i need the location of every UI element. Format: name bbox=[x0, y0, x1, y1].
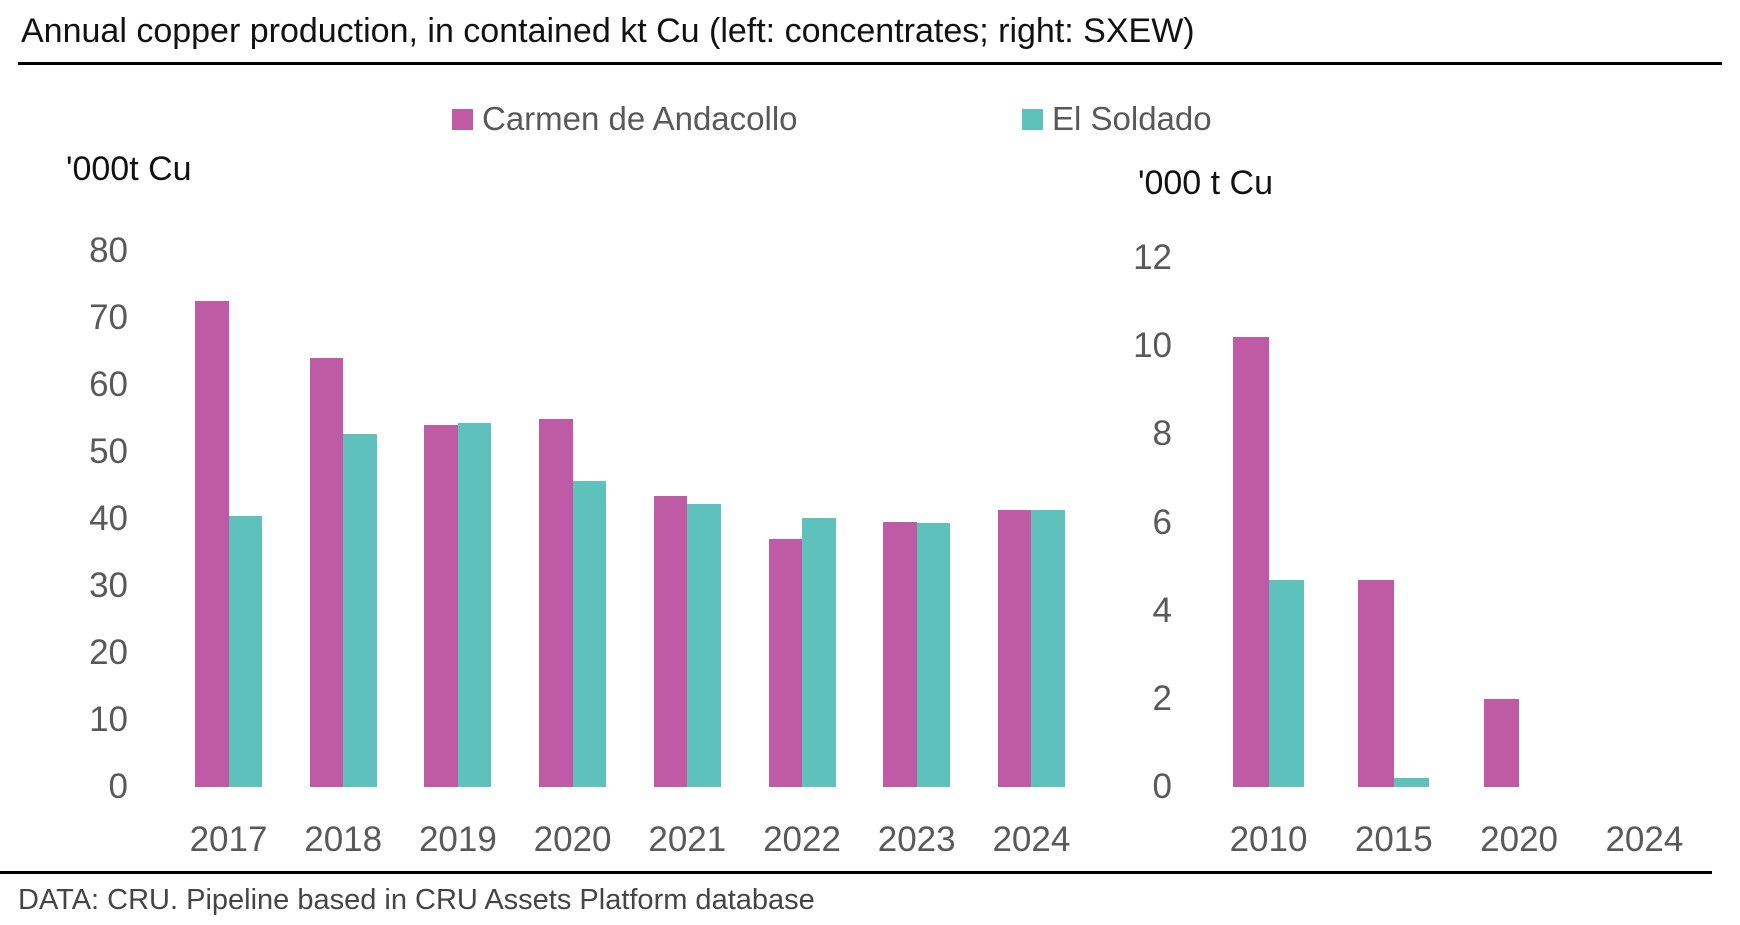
y-tick-label-concentrates-0: 0 bbox=[108, 767, 128, 806]
footer-divider-line bbox=[0, 871, 1712, 874]
x-tick-label-sxew-2020: 2020 bbox=[1480, 820, 1559, 859]
y-tick-label-sxew-0: 0 bbox=[1152, 767, 1172, 806]
left-y-axis-title: '000t Cu bbox=[66, 150, 192, 188]
y-tick-label-concentrates-10: 10 bbox=[89, 700, 128, 739]
bar-concentrates-2022-carmen bbox=[768, 539, 802, 787]
x-tick-label-concentrates-2022: 2022 bbox=[763, 820, 841, 859]
bar-concentrates-2024-carmen bbox=[997, 509, 1032, 787]
bar-concentrates-2023-carmen bbox=[883, 522, 917, 787]
y-tick-label-concentrates-50: 50 bbox=[89, 432, 128, 471]
bar-sxew-2015-carmen bbox=[1358, 579, 1394, 787]
bar-concentrates-2022-soldado bbox=[802, 517, 836, 787]
bar-concentrates-2019-soldado bbox=[457, 423, 492, 787]
y-tick-label-concentrates-30: 30 bbox=[89, 566, 128, 605]
legend-item-el-soldado: El Soldado bbox=[1022, 98, 1212, 140]
x-tick-label-concentrates-2021: 2021 bbox=[648, 820, 727, 859]
bar-concentrates-2020-carmen bbox=[539, 418, 573, 787]
bar-sxew-2010-soldado bbox=[1268, 579, 1304, 787]
legend-swatch-teal bbox=[1022, 108, 1043, 130]
x-tick-label-concentrates-2020: 2020 bbox=[533, 820, 612, 859]
legend-label-carmen-de-andacollo: Carmen de Andacollo bbox=[482, 100, 798, 137]
y-tick-label-sxew-10: 10 bbox=[1133, 326, 1172, 366]
y-tick-label-concentrates-20: 20 bbox=[89, 633, 128, 672]
x-tick-label-sxew-2015: 2015 bbox=[1354, 820, 1433, 859]
chart-title: Annual copper production, in contained k… bbox=[21, 12, 1195, 50]
x-tick-label-concentrates-2024: 2024 bbox=[992, 820, 1071, 859]
y-tick-label-sxew-8: 8 bbox=[1152, 414, 1172, 454]
bar-concentrates-2021-carmen bbox=[653, 495, 688, 787]
bar-concentrates-2017-carmen bbox=[195, 301, 229, 787]
bar-concentrates-2018-soldado bbox=[343, 433, 377, 787]
y-tick-label-concentrates-40: 40 bbox=[89, 499, 128, 538]
bar-concentrates-2019-carmen bbox=[424, 425, 458, 787]
legend-swatch-magenta bbox=[452, 108, 473, 130]
footer-source-note: DATA: CRU. Pipeline based in CRU Assets … bbox=[18, 884, 815, 916]
bar-sxew-2010-carmen bbox=[1233, 337, 1269, 787]
bar-concentrates-2021-soldado bbox=[687, 503, 721, 787]
y-tick-label-sxew-6: 6 bbox=[1152, 502, 1172, 542]
bar-sxew-2020-carmen bbox=[1483, 698, 1520, 787]
bar-sxew-2015-soldado bbox=[1393, 778, 1430, 787]
x-tick-label-concentrates-2017: 2017 bbox=[189, 820, 268, 859]
y-tick-label-sxew-4: 4 bbox=[1152, 590, 1172, 630]
x-tick-label-concentrates-2018: 2018 bbox=[304, 820, 383, 859]
title-divider-line bbox=[18, 62, 1722, 65]
y-tick-label-sxew-12: 12 bbox=[1133, 238, 1172, 277]
y-tick-label-sxew-2: 2 bbox=[1152, 678, 1172, 718]
bar-concentrates-2024-soldado bbox=[1031, 510, 1065, 787]
x-tick-label-sxew-2024: 2024 bbox=[1605, 820, 1684, 859]
legend-label-el-soldado: El Soldado bbox=[1052, 100, 1212, 137]
x-tick-label-concentrates-2019: 2019 bbox=[418, 820, 497, 859]
legend-item-carmen-de-andacollo: Carmen de Andacollo bbox=[452, 98, 798, 140]
bar-concentrates-2020-soldado bbox=[572, 480, 607, 787]
y-tick-label-concentrates-80: 80 bbox=[89, 231, 128, 270]
bar-concentrates-2023-soldado bbox=[916, 523, 951, 787]
x-tick-label-sxew-2010: 2010 bbox=[1229, 820, 1308, 859]
bar-concentrates-2018-carmen bbox=[309, 358, 344, 787]
y-tick-label-concentrates-60: 60 bbox=[89, 365, 128, 404]
bar-concentrates-2017-soldado bbox=[228, 516, 262, 787]
y-tick-label-concentrates-70: 70 bbox=[89, 298, 128, 337]
right-y-axis-title: '000 t Cu bbox=[1138, 164, 1274, 202]
x-tick-label-concentrates-2023: 2023 bbox=[877, 820, 956, 859]
